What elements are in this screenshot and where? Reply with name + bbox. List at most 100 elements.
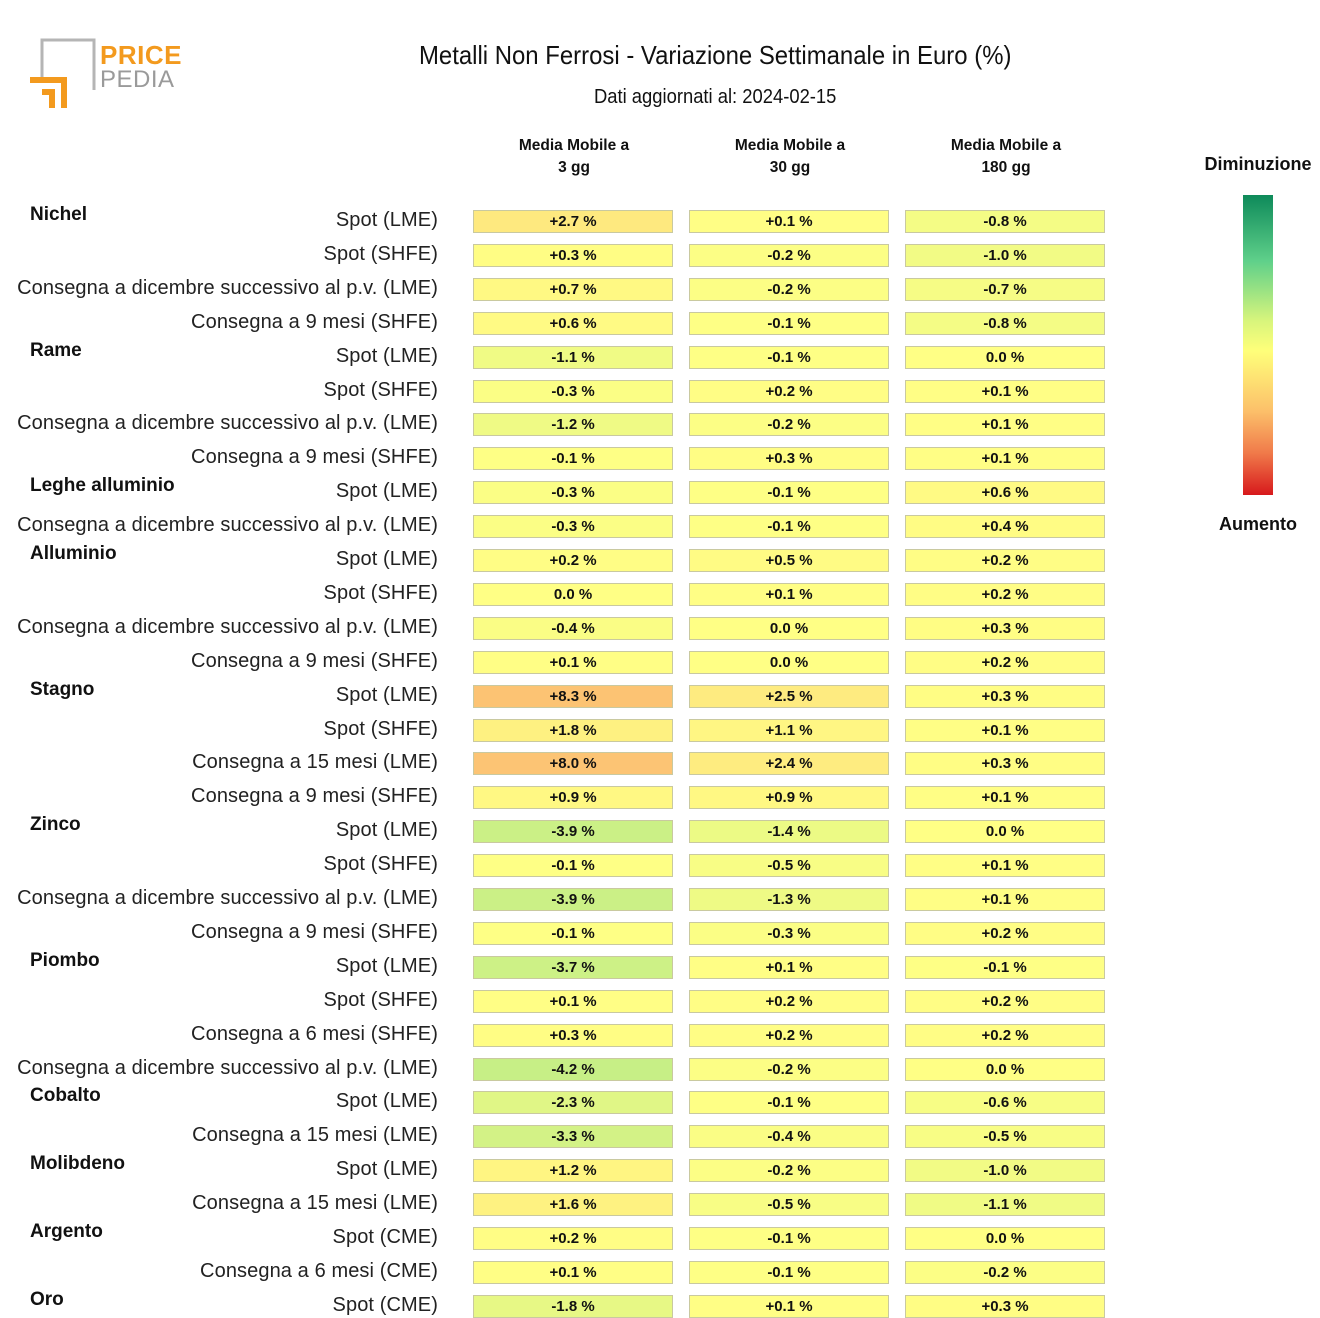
value-cell: -0.6 % [905,1091,1105,1115]
row-label: Consegna a 9 mesi (SHFE) [191,785,438,808]
value-cell: +0.1 % [905,786,1105,810]
value-cell: -0.1 % [473,854,673,878]
row-label: Consegna a dicembre successivo al p.v. (… [17,1056,438,1079]
value-cell: -1.0 % [905,1159,1105,1183]
metal-group-label: Leghe alluminio [30,475,175,497]
value-cell: +2.7 % [473,210,673,233]
value-cell: -0.1 % [689,311,889,335]
metal-group-label: Stagno [30,678,95,700]
value-cell: -0.3 % [473,379,673,403]
value-cell: -4.2 % [473,1057,673,1081]
metal-group-label: Alluminio [30,543,117,564]
row-label: Consegna a 6 mesi (CME) [200,1259,438,1282]
value-cell: -0.1 % [689,515,889,539]
value-cell: -0.1 % [689,345,889,369]
value-cell: +0.9 % [473,786,673,810]
metal-group-label: Oro [30,1288,64,1310]
value-cell: +0.2 % [905,650,1105,674]
chart-title: Metalli Non Ferrosi - Variazione Settima… [418,40,1012,70]
row-label: Consegna a dicembre successivo al p.v. (… [17,514,438,537]
value-cell: +0.2 % [905,582,1105,606]
value-cell: -0.7 % [905,277,1105,301]
value-cell: +0.3 % [473,1023,673,1047]
value-cell: +0.9 % [689,786,889,810]
row-label: Consegna a dicembre successivo al p.v. (… [17,887,438,909]
value-cell: +0.2 % [905,549,1105,572]
value-cell: +0.6 % [905,481,1105,505]
metal-group-label: Argento [30,1221,103,1242]
value-cell: -0.4 % [689,1125,889,1149]
value-cell: -1.1 % [473,345,673,369]
column-header-2: Media Mobile a 30 gg [734,137,846,176]
value-cell: +0.1 % [905,888,1105,911]
row-label: Consegna a 15 mesi (LME) [192,1192,438,1215]
row-label: Consegna a 6 mesi (SHFE) [191,1022,438,1045]
value-cell: -1.8 % [473,1294,673,1318]
value-cell: -3.3 % [473,1125,673,1149]
value-cell: +0.1 % [689,582,889,606]
row-label: Spot (LME) [335,344,438,367]
value-cell: +0.1 % [689,955,889,979]
value-cell: +2.5 % [689,684,889,708]
value-cell: -1.1 % [905,1193,1105,1217]
value-cell: -0.5 % [689,854,889,878]
value-cell: -0.1 % [473,921,673,945]
metal-group-label: Piombo [30,949,100,971]
value-cell: 0.0 % [689,616,889,640]
row-label: Spot (LME) [335,548,438,570]
row-label: Consegna a 15 mesi (LME) [192,751,438,774]
row-label: Spot (LME) [335,209,438,231]
value-cell: -0.1 % [473,447,673,471]
value-cell: -0.2 % [689,243,889,267]
value-cell: +0.3 % [905,684,1105,708]
value-cell: +0.2 % [689,1023,889,1047]
value-cell: -0.5 % [689,1193,889,1217]
value-cell: +0.1 % [905,854,1105,878]
legend-top-label: Diminuzione [1204,154,1312,174]
value-cell: -0.2 % [689,1159,889,1183]
value-cell: +0.5 % [689,549,889,572]
row-label: Consegna a 9 mesi (SHFE) [191,446,438,469]
value-cell: +0.1 % [473,650,673,674]
value-cell: +0.7 % [473,277,673,301]
row-label: Spot (LME) [335,683,438,706]
legend-bottom-label: Aumento [1219,514,1297,534]
value-cell: -2.3 % [473,1091,673,1115]
value-cell: 0.0 % [905,345,1105,369]
value-cell: 0.0 % [905,820,1105,844]
value-cell: -3.9 % [473,888,673,911]
value-cell: +0.3 % [689,447,889,471]
row-label: Spot (LME) [335,819,438,842]
logo-mark-icon [30,38,96,108]
value-cell: -1.3 % [689,888,889,911]
value-cell: +0.1 % [689,210,889,233]
legend-color-scale [1243,195,1273,495]
logo-word-pedia: PEDIA [100,66,175,93]
metal-group-label: Nichel [30,204,88,225]
row-label: Consegna a dicembre successivo al p.v. (… [17,412,438,435]
row-label: Spot (LME) [335,480,438,503]
value-cell: +0.1 % [689,1294,889,1318]
value-cell: +0.3 % [905,616,1105,640]
value-cell: 0.0 % [905,1227,1105,1250]
value-cell: -0.2 % [905,1260,1105,1284]
value-cell: +0.1 % [473,1260,673,1284]
row-label: Consegna a dicembre successivo al p.v. (… [17,276,438,299]
value-cell: +0.1 % [905,718,1105,742]
value-cell: -0.2 % [689,1057,889,1081]
column-header-1: Media Mobile a 3 gg [518,137,630,176]
row-label: Spot (SHFE) [323,242,438,265]
value-cell: +0.2 % [689,379,889,403]
value-cell: +0.3 % [905,752,1105,776]
value-cell: -1.4 % [689,820,889,844]
value-cell: +1.8 % [473,718,673,742]
value-cell: -0.3 % [689,921,889,945]
value-cell: -0.2 % [689,277,889,301]
row-label: Spot (SHFE) [323,581,438,604]
row-label: Spot (SHFE) [323,853,438,876]
value-cell: -0.8 % [905,210,1105,233]
row-label: Spot (SHFE) [323,988,438,1011]
value-cell: -0.1 % [689,1227,889,1250]
row-label: Spot (CME) [332,1293,438,1316]
value-cell: -3.7 % [473,955,673,979]
